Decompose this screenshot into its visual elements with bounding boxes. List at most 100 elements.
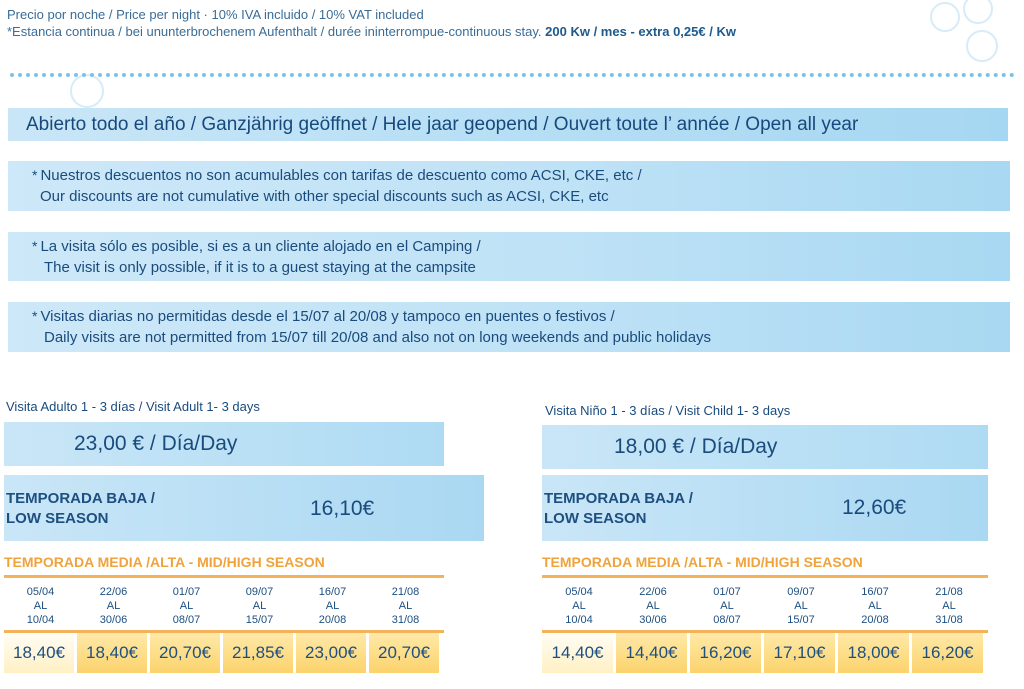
date-al: AL [252, 600, 267, 612]
decor-bubble [930, 2, 960, 32]
adult-low-season-price: 16,10€ [310, 497, 375, 520]
date-from: 21/08 [391, 586, 420, 598]
date-al: AL [942, 600, 956, 612]
date-from: 05/04 [26, 586, 55, 598]
date-from: 09/07 [245, 586, 274, 598]
child-low-season-label: TEMPORADA BAJA / LOW SEASON [544, 489, 693, 529]
date-from: 16/07 [861, 586, 889, 598]
date-from: 16/07 [318, 586, 347, 598]
electricity-rate: 200 Kw / mes - extra 0,25€ / Kw [545, 24, 736, 39]
daily-visits-note: * Visitas diarias no permitidas desde el … [8, 302, 1010, 352]
date-from: 09/07 [787, 586, 815, 598]
season-price-cell: 16,20€ [690, 633, 761, 673]
season-date-range: 05/04 AL 10/04 [542, 585, 616, 627]
adult-daily-price-box: 23,00 € / Día/Day [4, 422, 444, 466]
date-to: 10/04 [26, 614, 55, 626]
adult-low-season-label: TEMPORADA BAJA / LOW SEASON [6, 489, 155, 529]
low-season-label-es: TEMPORADA BAJA / [544, 490, 693, 507]
asterisk-icon: * [32, 167, 38, 183]
date-al: AL [325, 600, 340, 612]
date-from: 01/07 [713, 586, 741, 598]
low-season-label-en: LOW SEASON [6, 510, 109, 527]
season-date-range: 21/08 AL 31/08 [912, 585, 986, 627]
continuous-stay-note: *Estancia continua / bei ununterbrochene… [7, 24, 736, 39]
discount-note-es: * Nuestros descuentos no son acumulables … [32, 165, 1010, 186]
season-date-range: 21/08 AL 31/08 [369, 585, 442, 627]
season-date-range: 16/07 AL 20/08 [838, 585, 912, 627]
season-price-cell: 14,40€ [542, 633, 613, 673]
date-al: AL [398, 600, 413, 612]
date-al: AL [720, 600, 734, 612]
child-date-ranges: 05/04 AL 10/04 22/06 AL 30/06 01/07 AL 08/07 09/0… [542, 585, 988, 627]
daily-visits-note-es: * Visitas diarias no permitidas desde el … [32, 306, 1010, 327]
season-price-cell: 14,40€ [616, 633, 687, 673]
adult-prices-divider [4, 630, 444, 633]
date-from: 01/07 [172, 586, 201, 598]
decor-bubble [963, 0, 993, 24]
date-to: 08/07 [713, 614, 741, 626]
date-to: 30/06 [639, 614, 667, 626]
child-season-prices: 14,40€ 14,40€ 16,20€ 17,10€ 18,00€ 16,20€ [542, 633, 983, 673]
open-all-year-text: Abierto todo el año / Ganzjährig geöffne… [26, 113, 859, 135]
date-to: 08/07 [172, 614, 201, 626]
date-al: AL [33, 600, 48, 612]
daily-visits-note-es-text: Visitas diarias no permitidas desde el 1… [40, 308, 615, 325]
season-date-range: 22/06 AL 30/06 [616, 585, 690, 627]
date-from: 22/06 [99, 586, 128, 598]
decor-bubble [966, 30, 998, 62]
open-all-year-banner: Abierto todo el año / Ganzjährig geöffne… [8, 108, 1008, 141]
season-price-cell: 17,10€ [764, 633, 835, 673]
discount-note: * Nuestros descuentos no son acumulables … [8, 161, 1010, 211]
date-from: 05/04 [565, 586, 593, 598]
date-to: 30/06 [99, 614, 128, 626]
asterisk-icon: * [32, 308, 38, 324]
season-price-cell: 20,70€ [369, 633, 439, 673]
adult-visit-title: Visita Adulto 1 - 3 días / Visit Adult 1… [6, 399, 260, 414]
child-prices-divider [542, 630, 988, 633]
guest-visit-note-es-text: La visita sólo es posible, si es a un cl… [40, 238, 481, 255]
date-al: AL [868, 600, 882, 612]
season-price-cell: 18,40€ [77, 633, 147, 673]
date-to: 15/07 [787, 614, 815, 626]
season-price-cell: 21,85€ [223, 633, 293, 673]
discount-note-en: Our discounts are not cumulative with ot… [40, 188, 609, 205]
low-season-label-en: LOW SEASON [544, 510, 647, 527]
child-visit-title: Visita Niño 1 - 3 días / Visit Child 1- … [545, 403, 791, 418]
date-to: 20/08 [318, 614, 347, 626]
season-date-range: 01/07 AL 08/07 [150, 585, 223, 627]
date-from: 22/06 [639, 586, 667, 598]
child-low-season-box: TEMPORADA BAJA / LOW SEASON 12,60€ [542, 475, 988, 541]
child-season-divider [542, 575, 988, 578]
price-note-line: Precio por noche / Price per night · 10%… [7, 7, 424, 22]
date-to: 20/08 [861, 614, 889, 626]
date-to: 15/07 [245, 614, 274, 626]
date-al: AL [106, 600, 121, 612]
season-price-cell: 18,40€ [4, 633, 74, 673]
season-date-range: 05/04 AL 10/04 [4, 585, 77, 627]
season-date-range: 22/06 AL 30/06 [77, 585, 150, 627]
adult-season-divider [4, 575, 444, 578]
adult-date-ranges: 05/04 AL 10/04 22/06 AL 30/06 01/07 AL 08/07 09/0… [4, 585, 444, 627]
season-date-range: 01/07 AL 08/07 [690, 585, 764, 627]
season-price-cell: 16,20€ [912, 633, 983, 673]
season-date-range: 09/07 AL 15/07 [223, 585, 296, 627]
guest-visit-note: * La visita sólo es posible, si es a un c… [8, 232, 1010, 281]
child-mid-high-season-title: TEMPORADA MEDIA /ALTA - MID/HIGH SEASON [542, 554, 863, 570]
date-to: 31/08 [391, 614, 420, 626]
dotted-divider [10, 73, 1015, 77]
date-al: AL [646, 600, 660, 612]
date-from: 21/08 [935, 586, 963, 598]
decor-bubble [70, 74, 104, 108]
season-price-cell: 23,00€ [296, 633, 366, 673]
season-price-cell: 18,00€ [838, 633, 909, 673]
daily-visits-note-en: Daily visits are not permitted from 15/0… [44, 329, 712, 346]
low-season-label-es: TEMPORADA BAJA / [6, 490, 155, 507]
date-to: 31/08 [935, 614, 963, 626]
date-to: 10/04 [565, 614, 593, 626]
season-date-range: 09/07 AL 15/07 [764, 585, 838, 627]
date-al: AL [794, 600, 808, 612]
discount-note-es-text: Nuestros descuentos no son acumulables c… [40, 167, 642, 184]
child-daily-price: 18,00 € / Día/Day [614, 435, 778, 458]
adult-daily-price: 23,00 € / Día/Day [74, 432, 238, 455]
adult-mid-high-season-title: TEMPORADA MEDIA /ALTA - MID/HIGH SEASON [4, 554, 325, 570]
